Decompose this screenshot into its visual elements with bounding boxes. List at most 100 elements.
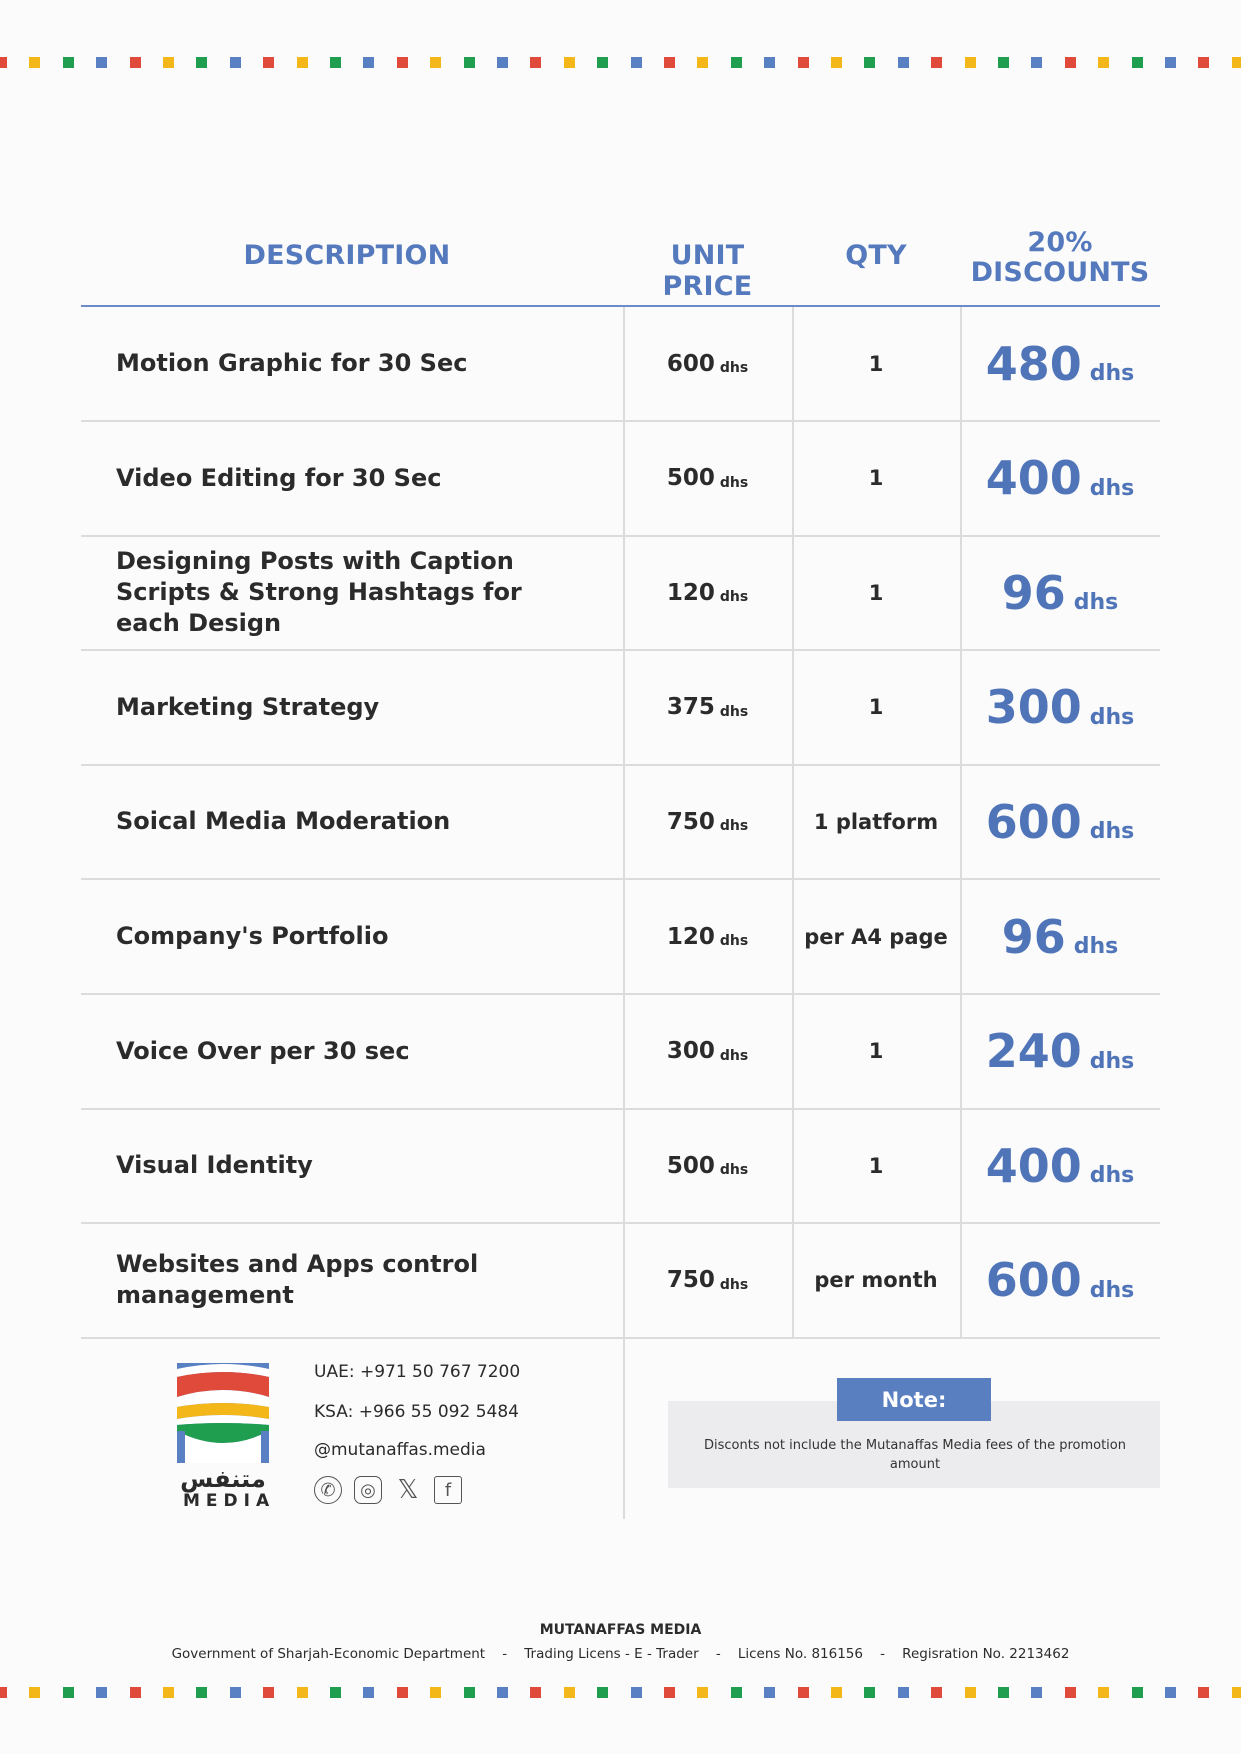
- border-dot: [0, 57, 7, 68]
- x-icon[interactable]: 𝕏: [397, 1475, 419, 1505]
- border-dot: [897, 1687, 909, 1698]
- currency: dhs: [1089, 361, 1135, 386]
- border-dot: [363, 1687, 375, 1698]
- border-dot: [797, 57, 809, 68]
- border-dot: [96, 1687, 108, 1698]
- currency: dhs: [1073, 590, 1119, 616]
- row-qty: 1: [792, 536, 960, 649]
- border-dot: [630, 1687, 642, 1698]
- header-divider: [81, 305, 1160, 307]
- table-row: Company's Portfolio 120 dhs per A4 page 9…: [81, 880, 1160, 995]
- price-value: 375: [666, 694, 715, 721]
- currency: dhs: [1089, 1163, 1135, 1189]
- qty-value: per month: [814, 1268, 938, 1293]
- table-row: Visual Identity 500 dhs 1 400 dhs: [81, 1109, 1160, 1225]
- discount-percent: 20%: [1027, 227, 1093, 258]
- row-description: Designing Posts with Caption Scripts & S…: [116, 536, 586, 649]
- uae-phone: UAE: +971 50 767 7200: [314, 1362, 521, 1382]
- border-dot: [764, 1687, 776, 1698]
- header-unit-price: UNIT PRICE: [662, 240, 753, 302]
- column-divider: [960, 307, 962, 1338]
- footer-registration: Government of Sharjah-Economic Departmen…: [171, 1646, 1070, 1662]
- border-dot: [163, 1687, 174, 1698]
- border-dot: [1131, 1687, 1143, 1698]
- border-dot: [330, 57, 341, 68]
- row-description: Soical Media Moderation: [116, 765, 586, 878]
- border-dot: [764, 57, 776, 68]
- border-dot: [998, 57, 1009, 68]
- description-text: Company's Portfolio: [116, 922, 389, 950]
- border-dot: [664, 1687, 675, 1698]
- table-row: Designing Posts with Caption Scripts & S…: [81, 536, 1160, 652]
- border-dot: [430, 57, 442, 68]
- border-dot: [62, 57, 74, 68]
- description-text: Websites and Apps control management: [116, 1250, 479, 1310]
- whatsapp-icon[interactable]: ✆: [314, 1476, 342, 1504]
- border-dot: [831, 1687, 842, 1698]
- row-unit-price: 600 dhs: [623, 307, 792, 420]
- discount-value: 400: [985, 451, 1082, 506]
- table-row: Video Editing for 30 Sec 500 dhs 1 400 dhs: [81, 422, 1160, 537]
- currency: dhs: [1089, 475, 1135, 501]
- border-dot: [29, 1687, 41, 1698]
- border-dot: [964, 57, 976, 68]
- border-dot: [396, 1687, 408, 1698]
- facebook-icon[interactable]: f: [434, 1476, 462, 1504]
- currency: dhs: [1073, 934, 1119, 959]
- instagram-icon[interactable]: ◎: [354, 1476, 382, 1504]
- border-dot: [730, 1687, 742, 1698]
- row-discount: 96 dhs: [960, 536, 1160, 649]
- border-dot: [463, 57, 475, 68]
- border-dot: [296, 57, 308, 68]
- row-description: Video Editing for 30 Sec: [116, 422, 586, 535]
- description-text: Marketing Strategy: [116, 692, 380, 721]
- row-description: Company's Portfolio: [116, 880, 586, 993]
- currency: dhs: [719, 1162, 749, 1179]
- logo: متنفس MEDIA: [177, 1363, 269, 1511]
- header-description: DESCRIPTION: [243, 240, 451, 271]
- row-unit-price: 375 dhs: [623, 651, 792, 764]
- row-qty: 1 platform: [792, 765, 960, 878]
- border-dot: [964, 1687, 976, 1698]
- row-discount: 96 dhs: [960, 880, 1160, 993]
- price-value: 120: [666, 579, 715, 606]
- bottom-dot-border: [0, 1687, 1241, 1698]
- row-discount: 480 dhs: [960, 307, 1160, 420]
- border-dot: [229, 1687, 241, 1698]
- border-dot: [229, 57, 241, 68]
- logo-waves-icon: [177, 1363, 269, 1463]
- ksa-phone: KSA: +966 55 092 5484: [314, 1402, 519, 1422]
- border-dot: [664, 57, 675, 68]
- border-dot: [597, 1687, 609, 1698]
- row-discount: 240 dhs: [960, 995, 1160, 1108]
- qty-value: 1: [868, 580, 884, 605]
- border-dot: [864, 57, 876, 68]
- border-dot: [1198, 1687, 1210, 1698]
- border-dot: [1165, 1687, 1176, 1698]
- border-dot: [931, 57, 943, 68]
- border-dot: [897, 57, 909, 68]
- border-dot: [1031, 1687, 1043, 1698]
- row-qty: 1: [792, 1109, 960, 1222]
- table-row: Voice Over per 30 sec 300 dhs 1 240 dhs: [81, 995, 1160, 1110]
- currency: dhs: [719, 703, 749, 720]
- discount-value: 600: [985, 1253, 1082, 1308]
- description-text: Voice Over per 30 sec: [116, 1036, 410, 1065]
- row-description: Websites and Apps control management: [116, 1224, 586, 1337]
- border-dot: [998, 1687, 1009, 1698]
- currency: dhs: [1089, 1048, 1135, 1074]
- border-dot: [931, 1687, 943, 1698]
- description-text: Soical Media Moderation: [116, 807, 451, 836]
- row-discount: 400 dhs: [960, 422, 1160, 535]
- currency: dhs: [719, 360, 749, 376]
- border-dot: [396, 57, 408, 68]
- discount-value: 96: [1001, 565, 1066, 620]
- border-dot: [563, 1687, 575, 1698]
- row-qty: 1: [792, 307, 960, 420]
- discount-value: 300: [985, 680, 1082, 735]
- row-unit-price: 120 dhs: [623, 880, 792, 993]
- qty-value: 1 platform: [813, 809, 939, 834]
- discount-value: 600: [985, 794, 1082, 849]
- border-dot: [1198, 57, 1210, 68]
- border-dot: [530, 57, 542, 68]
